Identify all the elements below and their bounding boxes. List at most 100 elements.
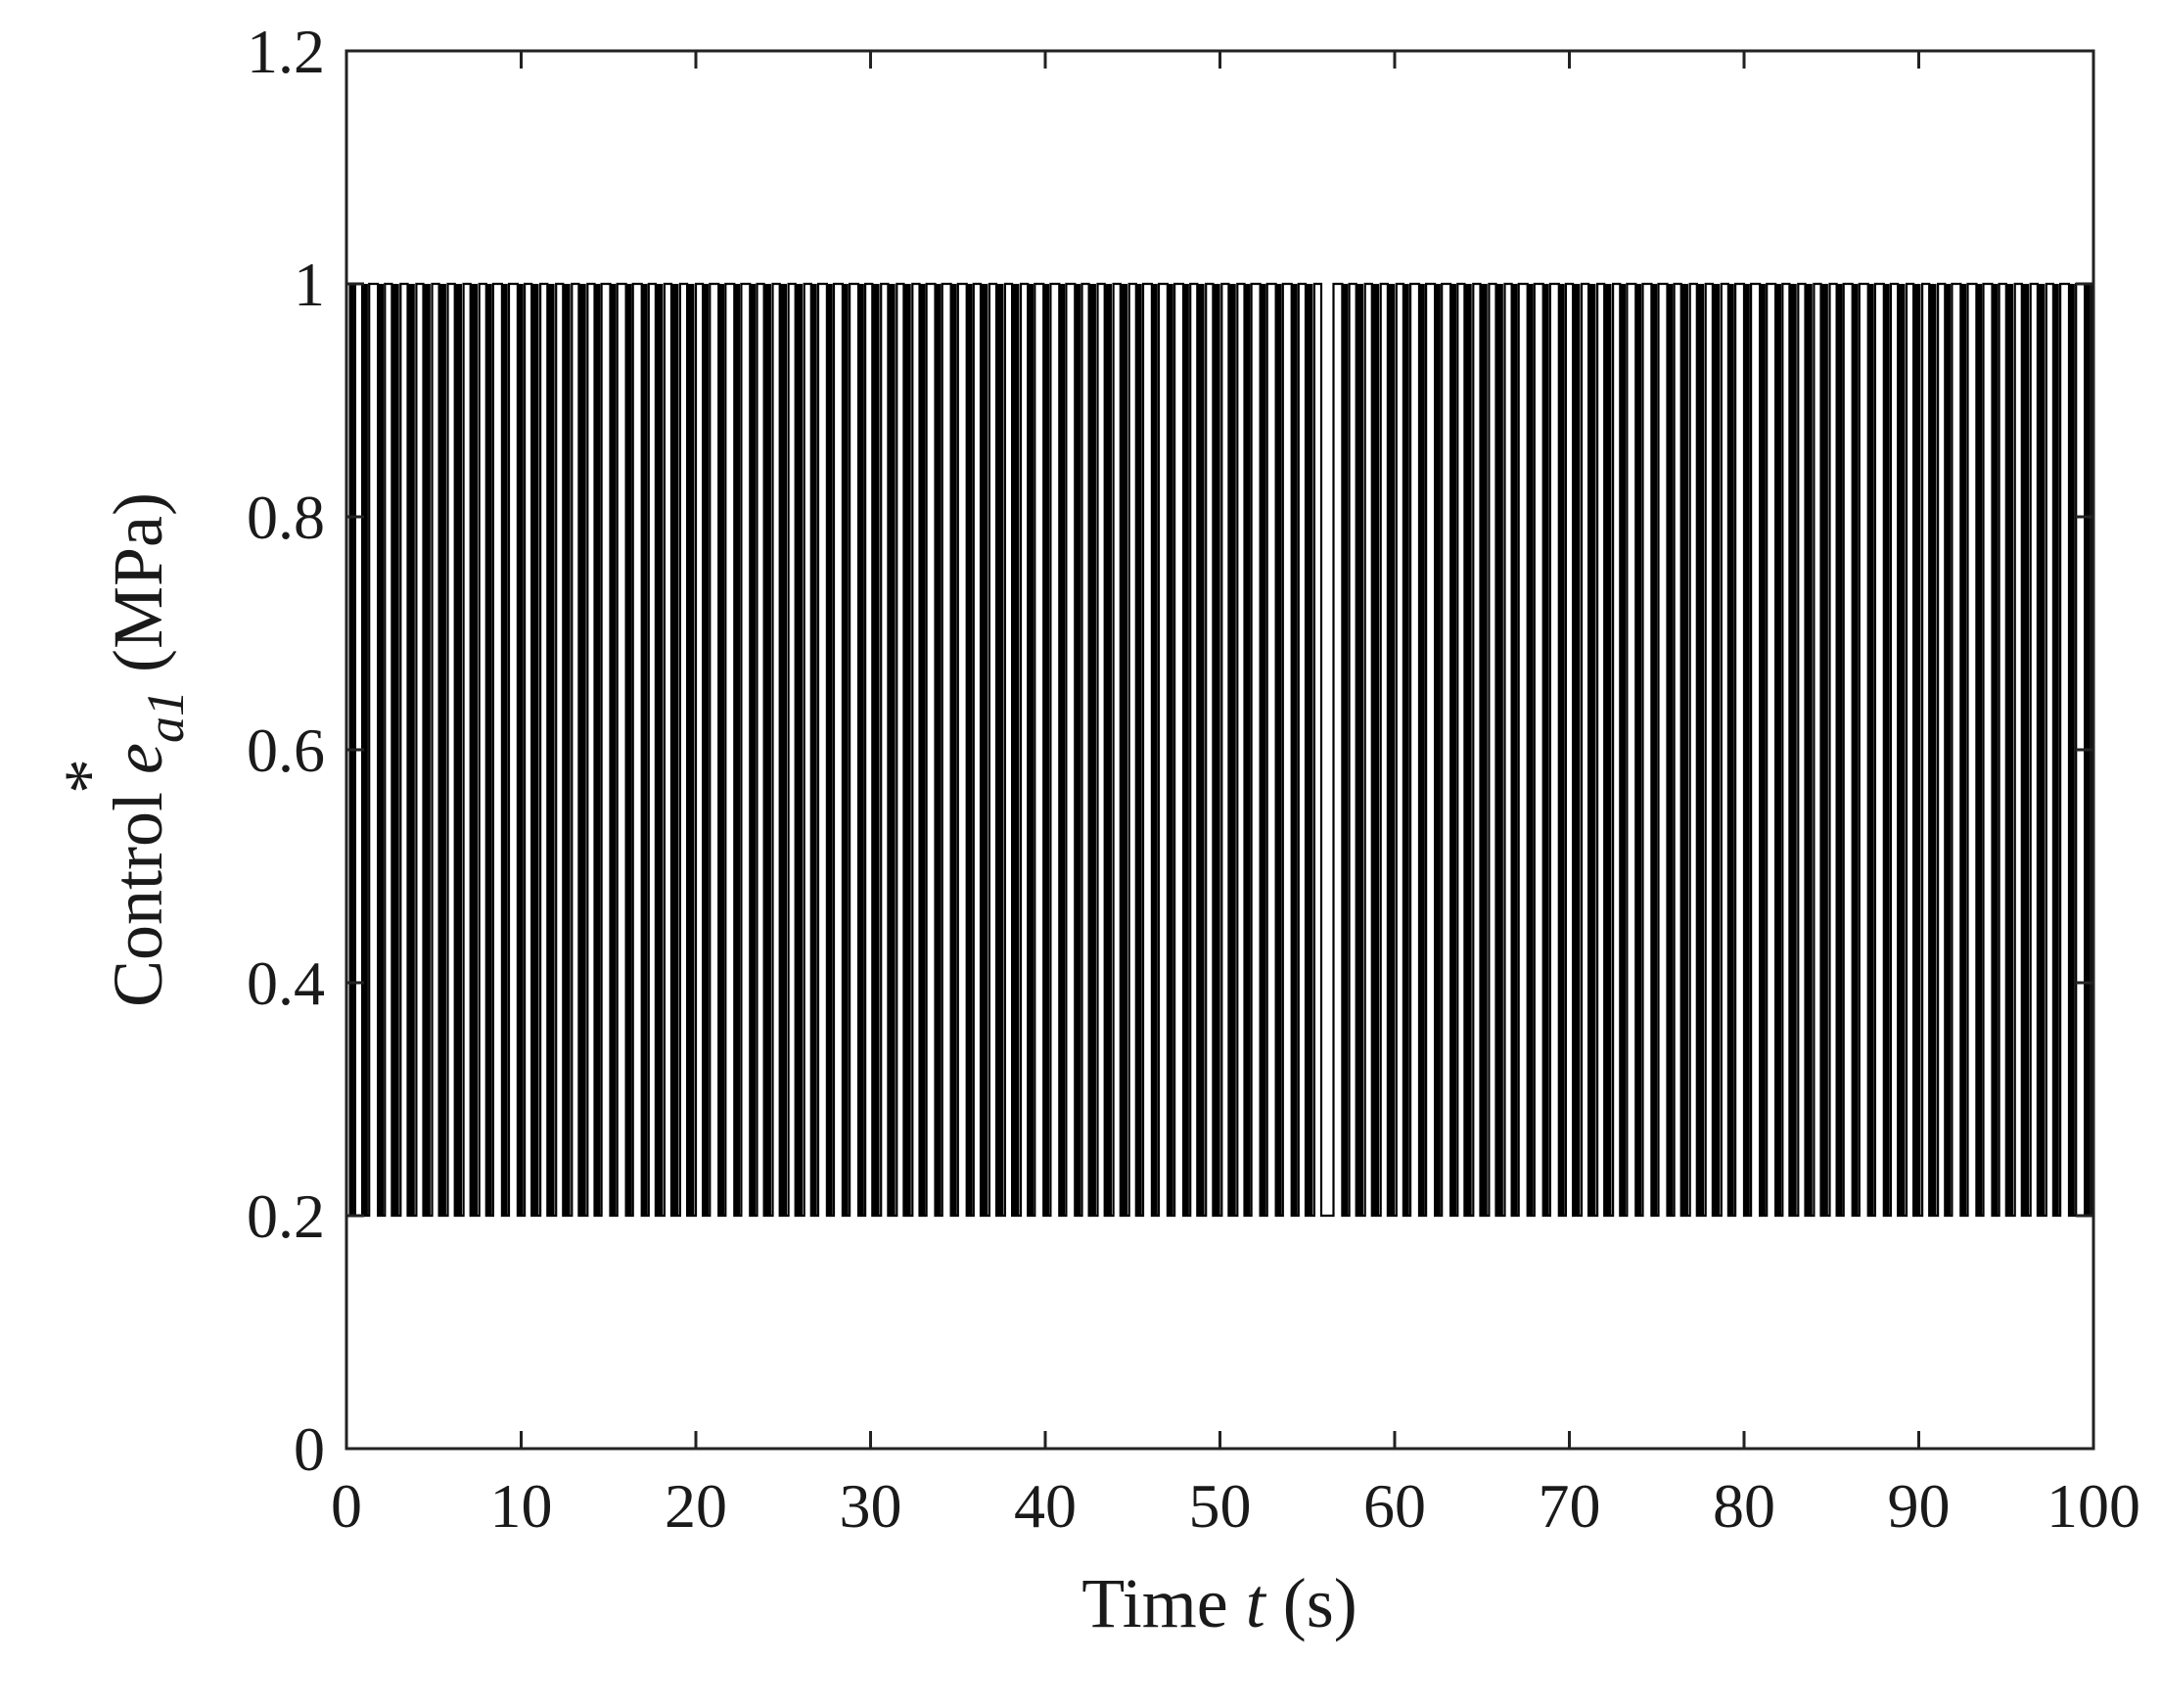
x-tick-label: 90: [1888, 1471, 1951, 1541]
series-pulse: [1075, 284, 1081, 1216]
series-pulse: [1542, 284, 1549, 1216]
y-tick-label: 1: [294, 250, 325, 319]
series-pulse: [1635, 284, 1642, 1216]
series-pulse: [858, 284, 864, 1216]
series-pulse: [391, 284, 399, 1216]
series-pulse: [1291, 284, 1298, 1216]
series-pulse: [671, 284, 679, 1216]
series-pulse: [718, 284, 725, 1216]
series-pulse: [1059, 284, 1066, 1216]
series-pulse: [1667, 284, 1674, 1216]
series-pulse: [1620, 284, 1627, 1216]
y-tick-label: 0.6: [247, 716, 325, 785]
series-pulse: [578, 284, 586, 1216]
series-pulse: [2037, 284, 2046, 1216]
series-pulse: [547, 284, 555, 1216]
series-pulse: [655, 284, 664, 1216]
series-pulse: [1696, 284, 1705, 1216]
x-tick-label: 70: [1539, 1471, 1601, 1541]
series-pulse: [1712, 284, 1721, 1216]
series-pulse: [423, 284, 431, 1216]
series-pulse: [750, 284, 757, 1216]
series-pulse: [470, 284, 479, 1216]
series-pulse: [1028, 284, 1035, 1216]
series-pulse: [2005, 284, 2014, 1216]
series-pulse: [842, 284, 849, 1216]
y-tick-label: 0.2: [247, 1181, 325, 1251]
series-pulse: [872, 284, 880, 1216]
series-pulse: [1387, 284, 1396, 1216]
series-layer: [345, 282, 2093, 1218]
series-pulse: [1992, 284, 1999, 1216]
series-pulse: [980, 284, 989, 1216]
series-pulse: [1789, 284, 1797, 1216]
series-pulse: [362, 284, 368, 1216]
series-pulse: [625, 284, 632, 1216]
series-pulse: [1356, 284, 1364, 1216]
series-pulse: [1651, 284, 1658, 1216]
series-pulse: [1558, 284, 1565, 1216]
x-tick-label: 0: [331, 1471, 362, 1541]
series-pulse: [1867, 284, 1874, 1216]
y-tick-label: 1.2: [247, 17, 325, 86]
svg-text:Control ea1 (MPa): Control ea1 (MPa): [99, 492, 195, 1007]
y-axis-title-prefix: Control: [99, 774, 177, 1007]
series-pulse: [1929, 284, 1937, 1216]
series-pulse: [950, 284, 957, 1216]
series-pulse: [1213, 284, 1220, 1216]
x-tick-label: 10: [490, 1471, 553, 1541]
series-pulse: [919, 284, 926, 1216]
y-axis-title-sup: *: [50, 759, 128, 794]
x-axis-title: Time t (s): [1081, 1564, 1356, 1642]
series-pulse: [1464, 284, 1472, 1216]
series-pulse: [1402, 284, 1409, 1216]
series-pulse: [1495, 284, 1503, 1216]
series-pulse: [826, 284, 833, 1216]
series-pulse: [1197, 284, 1205, 1216]
series-pulse: [1228, 284, 1236, 1216]
y-axis-title-suffix: (MPa): [99, 492, 177, 690]
series-pulse: [1744, 284, 1750, 1216]
y-tick-label: 0.8: [247, 483, 325, 552]
series-pulse: [1805, 284, 1813, 1216]
series-pulse: [1820, 284, 1828, 1216]
series-pulse: [1135, 284, 1142, 1216]
series-pulse: [1435, 284, 1441, 1216]
series-pulse: [1976, 284, 1983, 1216]
series-pulse: [1342, 284, 1349, 1216]
y-axis-title: Control ea1 (MPa) *: [50, 492, 195, 1007]
x-tick-label: 60: [1363, 1471, 1426, 1541]
series-pulse: [1244, 284, 1251, 1216]
series-pulse: [1960, 284, 1967, 1216]
y-tick-label: 0: [294, 1414, 325, 1484]
series-pulse: [1527, 284, 1534, 1216]
series-pulse: [810, 284, 817, 1216]
y-axis-title-sub: a1: [136, 690, 195, 743]
series-pulse: [531, 284, 539, 1216]
series-pulse: [903, 284, 911, 1216]
series-pulse: [610, 284, 617, 1216]
series-pulse: [1120, 284, 1128, 1216]
x-axis-ticks: 0 10 20 30 40 50 60 70 80 90 100: [331, 51, 2140, 1541]
series-pulse: [517, 284, 524, 1216]
series-pulse: [1604, 284, 1612, 1216]
series-pulse: [1760, 284, 1766, 1216]
series-pulse: [687, 284, 695, 1216]
series-pulse: [795, 284, 804, 1216]
series-pulse: [1898, 284, 1906, 1216]
x-tick-label: 100: [2046, 1471, 2140, 1541]
x-tick-label: 40: [1014, 1471, 1077, 1541]
series-pulse: [1151, 284, 1158, 1216]
series-pulse: [1418, 284, 1425, 1216]
y-axis-title-var: e: [99, 743, 177, 774]
x-axis-title-var: t: [1246, 1564, 1267, 1642]
series-pulse: [2069, 284, 2075, 1216]
series-pulse: [407, 284, 415, 1216]
series-pulse: [1088, 284, 1096, 1216]
series-pulse: [1945, 284, 1952, 1216]
series-pulse: [703, 284, 709, 1216]
series-pulse: [888, 284, 896, 1216]
series-pulse: [1167, 284, 1173, 1216]
series-pulse: [763, 284, 771, 1216]
